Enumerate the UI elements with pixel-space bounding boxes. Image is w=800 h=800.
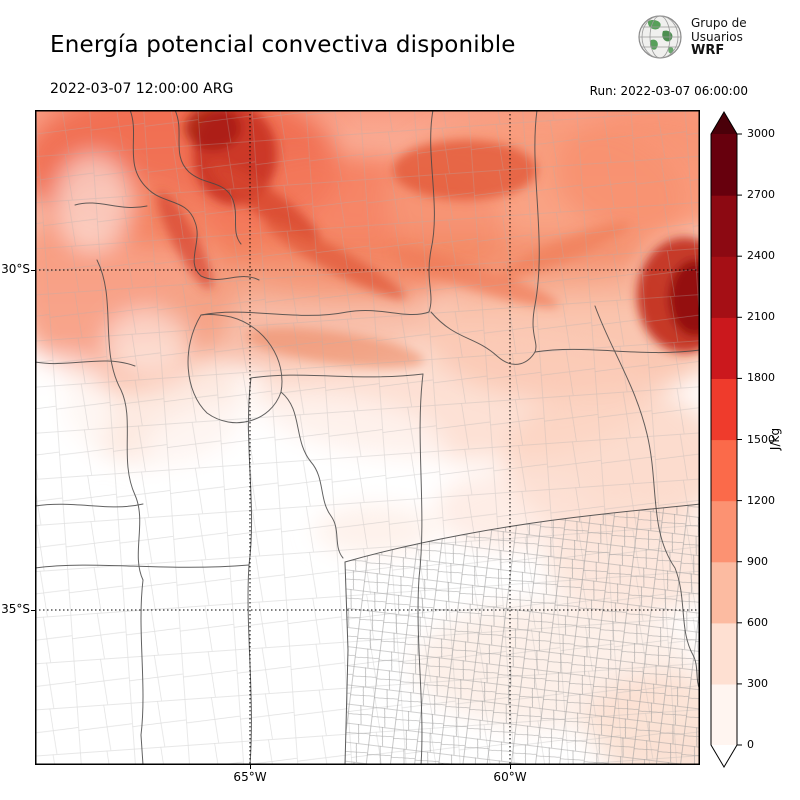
globe-icon bbox=[638, 15, 682, 59]
colorbar-tick-label: 600 bbox=[747, 615, 768, 629]
cape-map-canvas bbox=[35, 110, 700, 765]
run-time-label: Run: 2022-03-07 06:00:00 bbox=[589, 84, 748, 98]
lon-tick-label-65w: 65°W bbox=[233, 770, 267, 784]
logo-line-3: WRF bbox=[691, 43, 725, 58]
colorbar-under-arrow bbox=[711, 745, 737, 767]
lon-tick-mark bbox=[250, 765, 251, 769]
colorbar-segment bbox=[711, 500, 737, 563]
logo-line-1: Grupo de bbox=[691, 16, 747, 30]
colorbar-segment bbox=[711, 256, 737, 318]
colorbar-segment bbox=[711, 683, 737, 746]
wrf-users-group-logo: Grupo de Usuarios WRF bbox=[636, 13, 747, 61]
colorbar-tick-label: 1200 bbox=[747, 493, 775, 507]
colorbar-tick-label: 300 bbox=[747, 676, 768, 690]
page-title: Energía potencial convectiva disponible bbox=[50, 32, 516, 58]
map-border bbox=[35, 110, 700, 765]
colorbar-segment bbox=[711, 195, 737, 257]
colorbar-segment bbox=[711, 378, 737, 441]
lat-tick-mark bbox=[31, 270, 35, 271]
lat-tick-mark bbox=[31, 610, 35, 611]
colorbar-over-arrow bbox=[711, 112, 737, 134]
colorbar-unit-label: J/kg bbox=[768, 427, 783, 451]
lat-tick-label-30s: 30°S bbox=[1, 262, 30, 276]
logo-line-2: Usuarios bbox=[691, 30, 743, 44]
logo-text: Grupo de Usuarios WRF bbox=[691, 16, 747, 58]
colorbar-tick-label: 2400 bbox=[747, 249, 775, 263]
gridlines bbox=[35, 110, 700, 765]
colorbar-tick-label: 2100 bbox=[747, 310, 775, 324]
colorbar-segment bbox=[711, 561, 737, 624]
lon-tick-label-60w: 60°W bbox=[493, 770, 527, 784]
colorbar-tick-label: 2700 bbox=[747, 188, 775, 202]
colorbar-tick-label: 3000 bbox=[747, 127, 775, 140]
colorbar-tick-label: 0 bbox=[747, 738, 754, 751]
colorbar-segment bbox=[711, 134, 737, 196]
buenos-aires-dense-mesh bbox=[344, 503, 700, 765]
colorbar-segment bbox=[711, 622, 737, 685]
colorbar-segment bbox=[711, 317, 737, 379]
colorbar bbox=[710, 111, 742, 768]
valid-time-label: 2022-03-07 12:00:00 ARG bbox=[50, 81, 234, 97]
colorbar-tick-label: 1800 bbox=[747, 371, 775, 385]
province-borders bbox=[35, 110, 700, 765]
colorbar-segment bbox=[711, 439, 737, 502]
colorbar-tick-label: 900 bbox=[747, 554, 768, 568]
lat-tick-label-35s: 35°S bbox=[1, 602, 30, 616]
lon-tick-mark bbox=[510, 765, 511, 769]
